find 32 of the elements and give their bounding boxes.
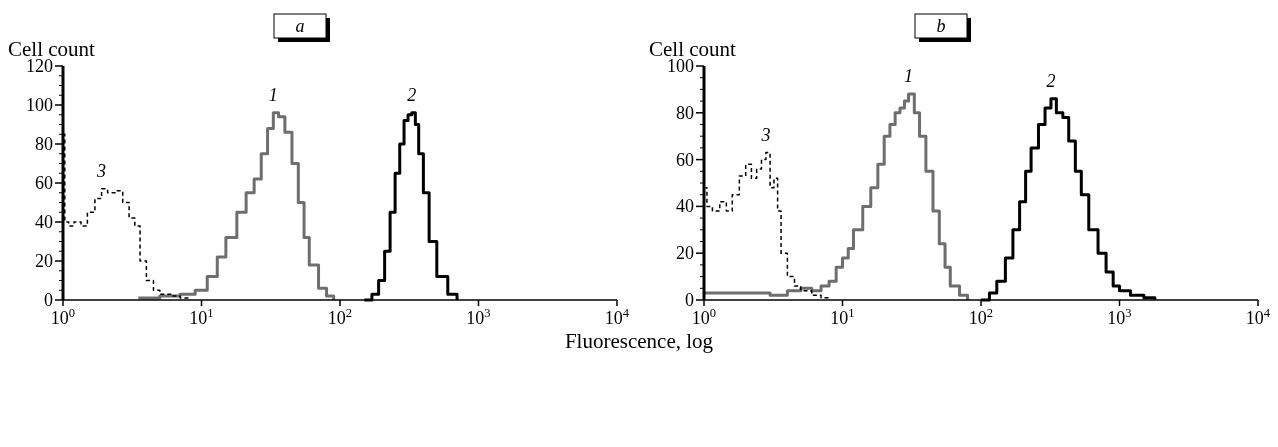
y-tick-label: 0 xyxy=(44,290,53,310)
series-label: 2 xyxy=(407,84,417,105)
series-label: 3 xyxy=(96,160,107,181)
x-tick-label: 10$^{1}$ xyxy=(830,306,855,328)
y-tick-label: 60 xyxy=(35,173,53,193)
y-tick-label: 40 xyxy=(35,212,53,232)
y-tick-label: 80 xyxy=(676,102,694,123)
y-tick-label: 80 xyxy=(35,134,53,154)
series-label: 1 xyxy=(268,84,278,105)
chart-title: b xyxy=(936,16,946,36)
chart-title: a xyxy=(295,16,305,36)
x-tick-label: 10$^{2}$ xyxy=(327,306,353,328)
x-tick-label: 10$^{1}$ xyxy=(189,306,214,328)
x-tick-label: 10$^{0}$ xyxy=(50,306,76,328)
y-tick-label: 100 xyxy=(26,95,53,115)
y-tick-label: 20 xyxy=(676,243,694,264)
x-axis-title: Fluorescence, log xyxy=(564,329,714,353)
y-tick-label: 120 xyxy=(26,56,53,76)
x-tick-label: 10$^{4}$ xyxy=(1245,306,1271,328)
series-label: 1 xyxy=(904,66,914,87)
y-tick-label: 100 xyxy=(667,56,694,76)
x-tick-label: 10$^{2}$ xyxy=(968,306,994,328)
series-label: 3 xyxy=(760,124,771,145)
series-label: 2 xyxy=(1046,70,1056,91)
x-tick-label: 10$^{0}$ xyxy=(691,306,717,328)
y-tick-label: 40 xyxy=(676,196,694,217)
y-tick-label: 0 xyxy=(685,290,694,310)
y-tick-label: 60 xyxy=(676,149,694,170)
x-tick-label: 10$^{3}$ xyxy=(466,306,491,328)
x-tick-label: 10$^{3}$ xyxy=(1107,306,1132,328)
x-tick-label: 10$^{4}$ xyxy=(604,306,630,328)
y-tick-label: 20 xyxy=(35,251,53,271)
